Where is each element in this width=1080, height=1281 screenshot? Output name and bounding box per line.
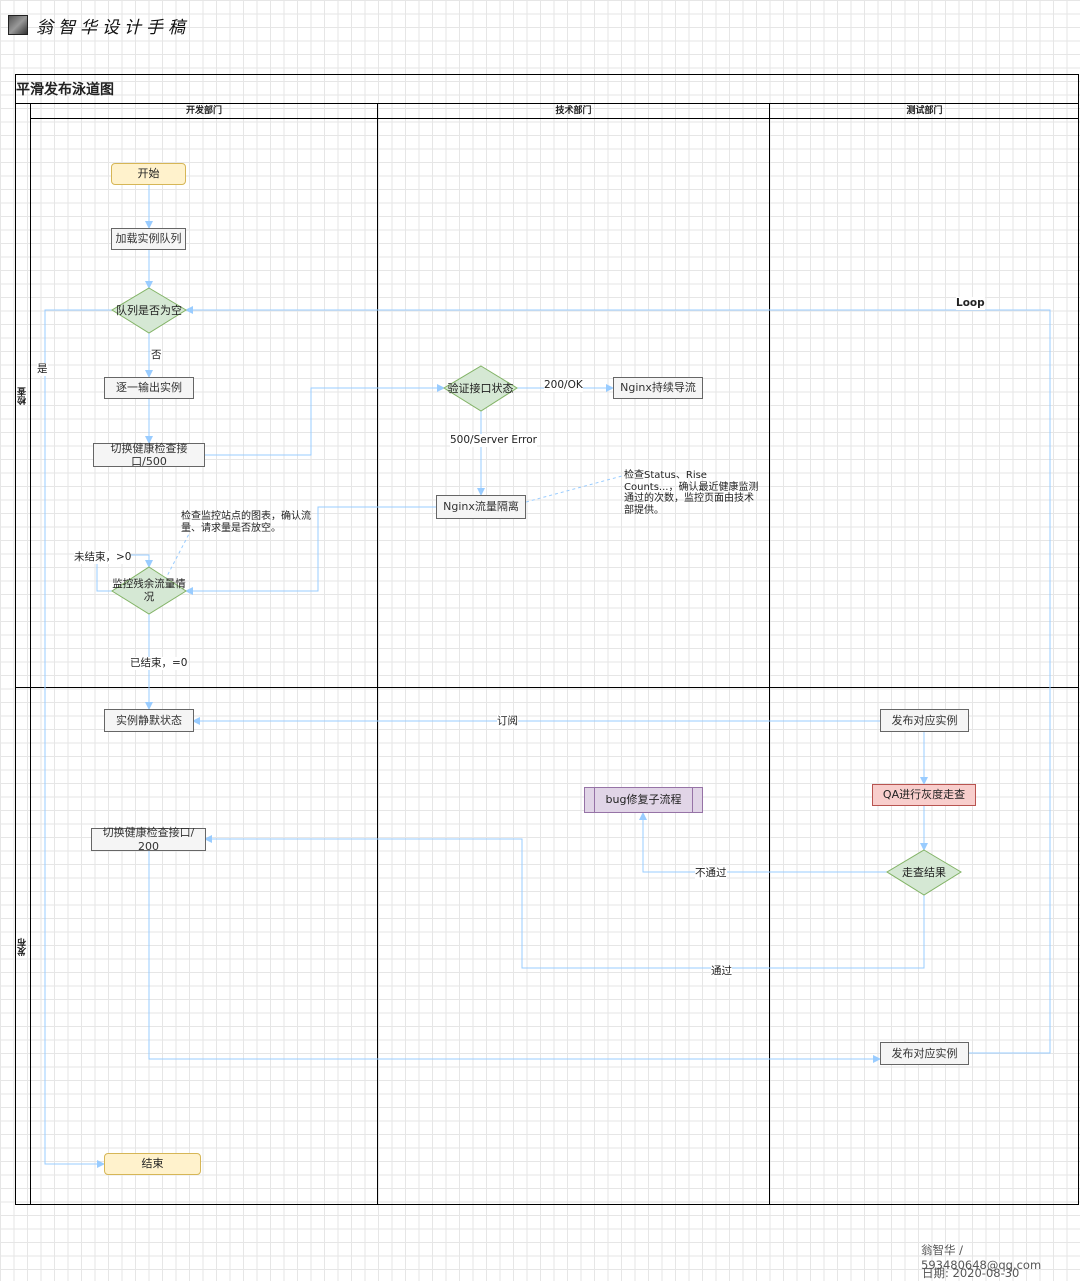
edge-isolate-to-monitor: [185, 506, 436, 595]
note-link-monitor: [164, 531, 191, 581]
nginx-isolate-node[interactable]: Nginx流量隔离: [436, 495, 526, 519]
edge-switch500-to-verify: [205, 384, 445, 456]
monitor-note: 检查监控站点的图表，确认流量、请求量是否放空。: [181, 511, 311, 534]
row-label-divider: [30, 103, 31, 1205]
edge-label-subscribe: 订阅: [497, 715, 518, 728]
author-logo-icon: [8, 15, 28, 35]
review-result-label[interactable]: 走查结果: [902, 865, 946, 879]
lane-header-tech: 技术部门: [555, 106, 592, 116]
footer-date: 日期: 2020-08-30: [922, 1266, 1020, 1280]
diamond-monitor-traffic: [111, 566, 187, 615]
output-instance-node[interactable]: 逐一输出实例: [104, 377, 194, 399]
switch-200-node[interactable]: 切换健康检查接口/ 200: [91, 826, 206, 853]
edge-review-pass: [204, 835, 925, 969]
diamond-verify-status: [443, 365, 518, 412]
publish-instance-node-1[interactable]: 发布对应实例: [880, 709, 969, 732]
title-divider: [15, 103, 1079, 104]
lane-header-test: 测试部门: [906, 106, 943, 116]
qa-gray-node[interactable]: QA进行灰度走查: [872, 784, 976, 806]
bug-fix-subprocess[interactable]: bug修复子流程: [584, 787, 703, 813]
status-note: 检查Status、Rise Counts...，确认最近健康监测通过的次数，监控…: [624, 470, 759, 516]
end-node[interactable]: 结束: [104, 1153, 201, 1175]
load-queue-node[interactable]: 加载实例队列: [111, 228, 186, 250]
subprocess-bar-left: [594, 788, 595, 812]
lane-divider-1: [377, 103, 378, 1205]
switch-500-node[interactable]: 切换健康检查接口/500: [93, 442, 205, 468]
queue-empty-label[interactable]: 队列是否为空: [116, 303, 182, 317]
nginx-continue-node[interactable]: Nginx持续导流: [613, 377, 703, 399]
edge-label-no: 否: [151, 349, 162, 362]
edge-label-ended: 已结束，=0: [130, 657, 188, 670]
edge-label-not-ended: 未结束，>0: [74, 551, 132, 564]
diamond-review-result: [886, 849, 962, 896]
bug-fix-label: bug修复子流程: [605, 793, 682, 807]
note-link-status: [525, 475, 623, 503]
edge-review-fail: [639, 812, 887, 873]
edge-label-pass: 通过: [711, 965, 732, 978]
swimlane-pool: [15, 74, 1079, 1205]
verify-status-label[interactable]: 验证接口状态: [447, 381, 514, 395]
edge-label-fail: 不通过: [695, 867, 727, 880]
diagram-title: 平滑发布泳道图: [16, 82, 114, 98]
subprocess-bar-right: [692, 788, 693, 812]
diamond-queue-empty: [111, 287, 187, 334]
monitor-traffic-label[interactable]: 监控残余流量情况: [112, 578, 186, 603]
lane-header-dev: 开发部门: [185, 106, 222, 116]
edge-label-loop: Loop: [956, 297, 985, 310]
instance-silent-node[interactable]: 实例静默状态: [104, 709, 194, 732]
row-divider: [15, 687, 1079, 688]
edge-label-ok: 200/OK: [544, 379, 583, 392]
edge-label-yes: 是: [37, 363, 48, 376]
brand-text: 翁智华设计手稿: [36, 17, 190, 38]
edge-queue-yes: [44, 309, 112, 1168]
start-node[interactable]: 开始: [111, 163, 186, 185]
edge-switch200-to-publish: [148, 851, 881, 1063]
lane-divider-2: [769, 103, 770, 1205]
lane-header-divider: [30, 118, 1079, 119]
page-header: 翁智华设计手稿: [8, 12, 190, 38]
edge-loop-back: [185, 306, 1051, 1054]
publish-instance-node-2[interactable]: 发布对应实例: [880, 1042, 969, 1065]
footer-author: 翁智华 / 593480648@qq.com: [921, 1243, 1042, 1272]
edge-label-error: 500/Server Error: [450, 434, 537, 447]
